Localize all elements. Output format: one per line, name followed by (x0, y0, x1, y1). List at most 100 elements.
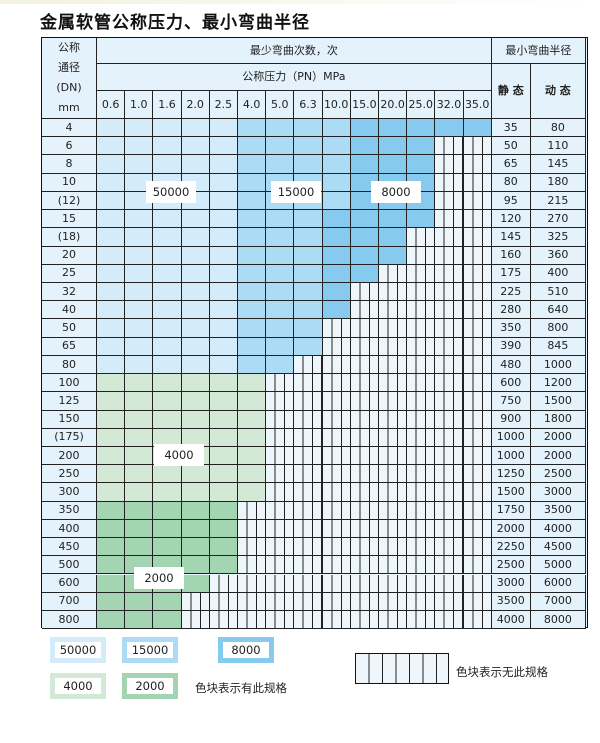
unavailable-cell (350, 282, 379, 302)
dn-cell: (175) (42, 428, 97, 447)
unavailable-cell (322, 410, 351, 429)
static-radius-cell: 160 (491, 246, 531, 265)
available-cell (350, 264, 379, 283)
unavailable-cell (407, 446, 436, 466)
unavailable-cell (294, 519, 323, 539)
legend-has-spec-text: 色块表示有此规格 (195, 681, 287, 695)
available-cell (181, 319, 210, 338)
unavailable-cell (238, 501, 267, 520)
available-cell (181, 155, 210, 174)
unavailable-cell (294, 501, 323, 520)
dn-cell: 125 (42, 392, 97, 411)
available-cell (125, 592, 154, 611)
available-cell (97, 574, 126, 593)
dn-cell: 200 (42, 446, 97, 466)
available-cell (407, 155, 436, 174)
available-cell (181, 483, 210, 502)
available-cell (266, 282, 295, 302)
available-cell (125, 301, 154, 320)
available-cell (181, 392, 210, 411)
available-cell (238, 355, 267, 375)
available-cell (379, 155, 408, 174)
available-cell (266, 155, 295, 174)
unavailable-cell (350, 374, 379, 393)
dynamic-radius-cell: 110 (530, 137, 586, 156)
dynamic-radius-cell: 640 (530, 301, 586, 320)
unavailable-cell (322, 538, 351, 557)
unavailable-cell (266, 556, 295, 575)
dn-cell: 50 (42, 319, 97, 338)
unavailable-cell (294, 483, 323, 502)
static-radius-cell: 65 (491, 155, 531, 174)
available-cell (407, 119, 436, 138)
unavailable-cell (435, 446, 464, 466)
dn-cell: 150 (42, 410, 97, 429)
unavailable-cell (379, 374, 408, 393)
static-radius-cell: 175 (491, 264, 531, 283)
available-cell (209, 282, 238, 302)
unavailable-cell (294, 574, 323, 593)
available-cell (97, 556, 126, 575)
dynamic-radius-cell: 400 (530, 264, 586, 283)
dn-cell: 250 (42, 465, 97, 484)
dn-cell: 450 (42, 538, 97, 557)
static-radius-cell: 4000 (491, 610, 531, 630)
static-radius-cell: 1500 (491, 483, 531, 502)
available-cell (153, 210, 182, 229)
available-cell (294, 228, 323, 247)
unavailable-cell (463, 374, 492, 393)
available-cell (181, 410, 210, 429)
available-cell (181, 501, 210, 520)
dynamic-radius-cell: 510 (530, 282, 586, 302)
unavailable-cell (435, 374, 464, 393)
static-radius-cell: 225 (491, 282, 531, 302)
unavailable-cell (350, 392, 379, 411)
available-cell (209, 155, 238, 174)
available-cell (125, 446, 154, 466)
available-cell (238, 137, 267, 156)
unavailable-cell (266, 483, 295, 502)
pressure-col-header: 5.0 (266, 91, 295, 119)
available-cell (435, 119, 464, 138)
pressure-col-header: 2.0 (181, 91, 210, 119)
pressure-col-header: 32.0 (435, 91, 464, 119)
available-cell (125, 246, 154, 265)
static-radius-cell: 750 (491, 392, 531, 411)
available-cell (209, 246, 238, 265)
unavailable-cell (266, 392, 295, 411)
available-cell (125, 228, 154, 247)
static-radius-cell: 600 (491, 374, 531, 393)
available-cell (181, 301, 210, 320)
static-radius-cell: 350 (491, 319, 531, 338)
unavailable-cell (463, 210, 492, 229)
available-cell (266, 264, 295, 283)
available-cell (238, 483, 267, 502)
dynamic-radius-cell: 800 (530, 319, 586, 338)
available-cell (350, 228, 379, 247)
available-cell (153, 538, 182, 557)
unavailable-cell (379, 319, 408, 338)
available-cell (463, 119, 492, 138)
unavailable-cell (463, 173, 492, 192)
available-cell (125, 501, 154, 520)
unavailable-cell (463, 428, 492, 447)
available-cell (294, 301, 323, 320)
unavailable-cell (379, 410, 408, 429)
unavailable-cell (238, 538, 267, 557)
unavailable-cell (435, 501, 464, 520)
available-cell (238, 264, 267, 283)
unavailable-cell (463, 191, 492, 211)
region-label-8000: 8000 (371, 181, 421, 203)
unavailable-cell (435, 483, 464, 502)
dn-cell: (12) (42, 191, 97, 211)
unavailable-cell (407, 592, 436, 611)
unavailable-cell (435, 392, 464, 411)
unavailable-cell (407, 319, 436, 338)
unavailable-cell (266, 410, 295, 429)
available-cell (350, 155, 379, 174)
static-radius-cell: 80 (491, 173, 531, 192)
unavailable-cell (463, 446, 492, 466)
unavailable-cell (350, 319, 379, 338)
available-cell (294, 137, 323, 156)
available-cell (209, 428, 238, 447)
